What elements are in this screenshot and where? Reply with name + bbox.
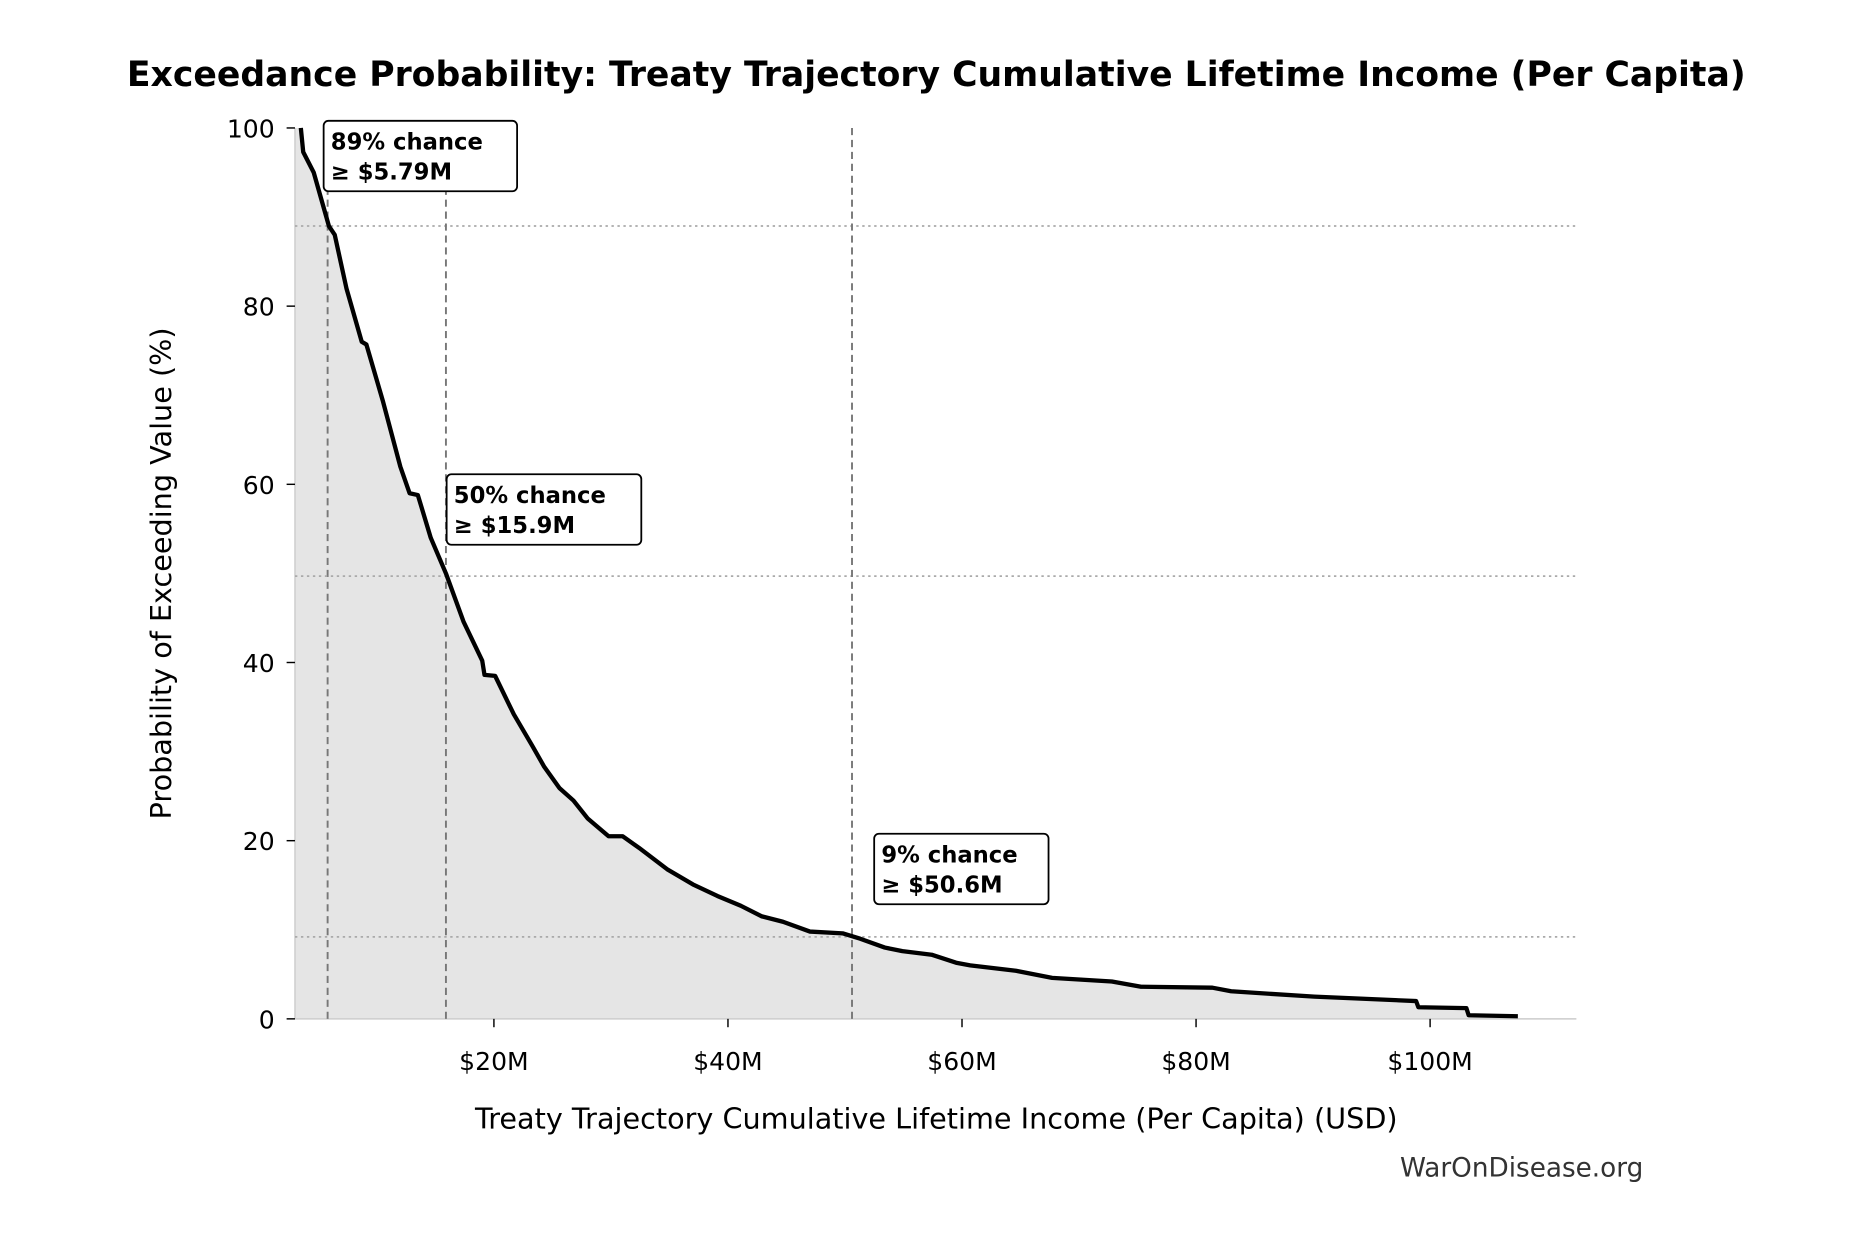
y-tick-label: 100 [227, 115, 275, 144]
x-tick-label: $80M [1161, 1047, 1230, 1076]
annotation-line-1: 50% chance [454, 483, 606, 509]
x-tick-label: $40M [693, 1047, 762, 1076]
y-tick-label: 60 [243, 471, 275, 500]
x-axis-label: Treaty Trajectory Cumulative Lifetime In… [474, 1102, 1398, 1136]
area-fill [294, 127, 1518, 1019]
annotation-line-2: ≥ $5.79M [331, 159, 452, 185]
x-tick-label: $60M [927, 1047, 996, 1076]
annotation-line-1: 9% chance [881, 842, 1017, 868]
y-axis-label: Probability of Exceeding Value (%) [144, 327, 178, 819]
chart-title: Exceedance Probability: Treaty Trajector… [127, 55, 1746, 95]
annotation-box: 89% chance ≥ $5.79M [322, 119, 518, 193]
y-tick-label: 0 [259, 1005, 275, 1034]
y-tick-label: 40 [243, 649, 275, 678]
annotation-frame [322, 119, 518, 193]
y-tick-label: 20 [243, 827, 275, 856]
annotation-box: 50% chance ≥ $15.9M [445, 473, 643, 546]
plot-area: 0 20 40 60 80 100 $20M $40M $60M $80M $100M 89% cha… [227, 115, 1577, 1076]
x-tick-label: $100M [1387, 1047, 1472, 1076]
annotation-frame [873, 832, 1050, 906]
annotation-line-1: 89% chance [331, 129, 483, 155]
exceedance-line [298, 127, 1518, 1019]
annotation-line-2: ≥ $15.9M [454, 513, 575, 539]
y-tick-label: 80 [243, 293, 275, 322]
annotation-frame [445, 473, 643, 546]
annotation-box: 9% chance ≥ $50.6M [873, 832, 1050, 906]
watermark: WarOnDisease.org [1400, 1153, 1643, 1183]
x-tick-label: $20M [459, 1047, 528, 1076]
annotation-line-2: ≥ $50.6M [881, 872, 1002, 898]
